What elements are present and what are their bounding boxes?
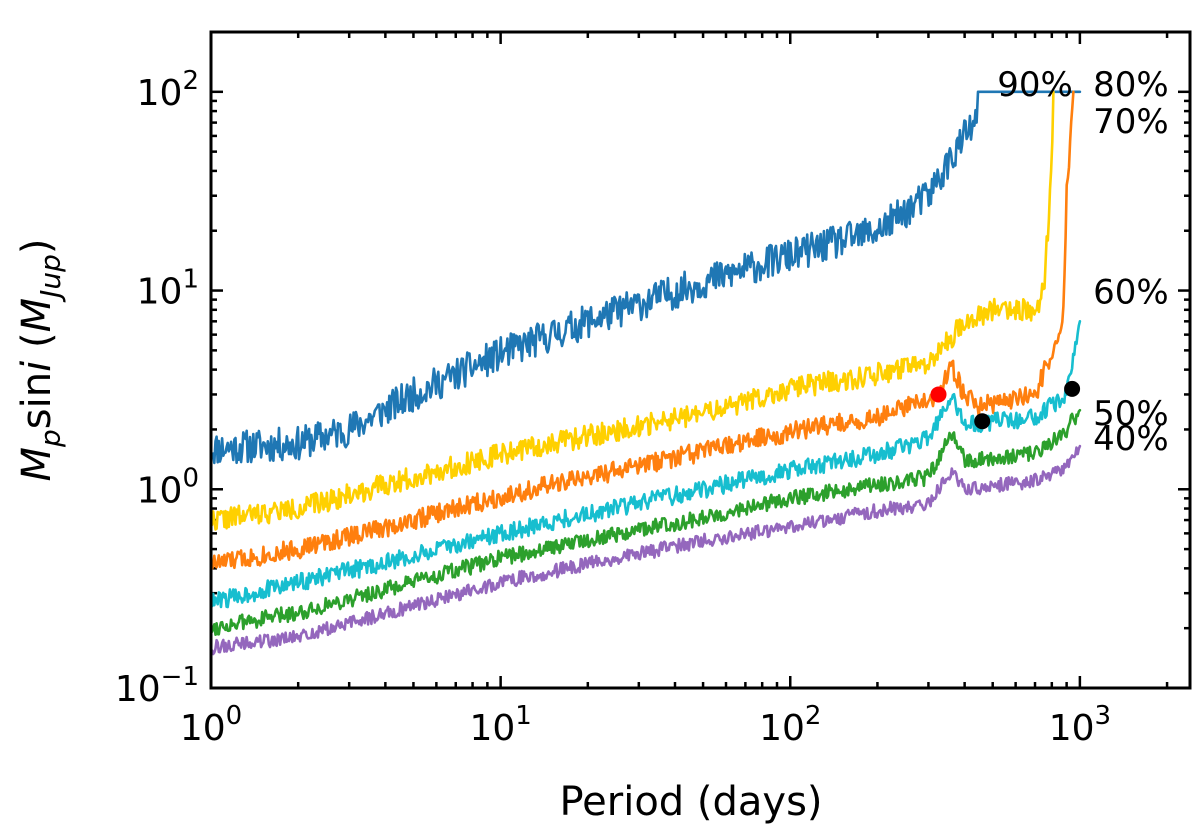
y-axis-label-i: i xyxy=(14,361,60,372)
x-tick-label-exp: 0 xyxy=(226,701,243,731)
x-tick-label-exp: 3 xyxy=(1095,701,1112,731)
planet-points xyxy=(930,380,1081,430)
x-tick-label-base: 10 xyxy=(1049,708,1095,749)
y-tick-label: 101 xyxy=(137,265,199,313)
planet-point xyxy=(974,413,991,430)
series-line-50-percent xyxy=(209,408,1082,636)
y-axis-label-sin: sin xyxy=(14,372,60,429)
planet-point xyxy=(930,386,947,403)
y-tick-label-exp: −1 xyxy=(161,662,199,692)
y-tick-label-base: 10 xyxy=(115,669,161,710)
y-tick-label-base: 10 xyxy=(137,272,183,313)
y-axis-label-paren-open: ( xyxy=(14,332,60,360)
series-label-80-percent: 80% xyxy=(1093,65,1169,105)
plot-frame xyxy=(209,30,1192,690)
x-tick-label-base: 10 xyxy=(469,708,515,749)
y-tick-label-base: 10 xyxy=(137,73,183,114)
series-label-50-percent: 50% xyxy=(1093,394,1169,434)
y-axis-label-p: p xyxy=(34,429,67,448)
series-line-90-percent xyxy=(209,90,1082,465)
planet-point xyxy=(1064,380,1081,397)
series-label-90-percent: 90% xyxy=(997,65,1073,105)
y-tick-label: 102 xyxy=(137,66,199,114)
x-tick-label: 103 xyxy=(1049,701,1111,749)
y-tick-label-exp: 1 xyxy=(182,265,199,295)
series-label-40-percent: 40% xyxy=(1093,419,1169,459)
x-tick-label: 101 xyxy=(469,701,531,749)
x-tick-label-base: 10 xyxy=(180,708,226,749)
series-lines xyxy=(209,90,1082,656)
series-labels: 90% 80%70% 60% 50%40% xyxy=(997,65,1168,459)
y-axis-label-paren-close: ) xyxy=(14,239,60,255)
series-line-40-percent xyxy=(209,444,1082,656)
series-line-60-percent xyxy=(209,320,1082,609)
y-tick-label-exp: 0 xyxy=(182,463,199,493)
series-line-70-percent xyxy=(209,90,1075,571)
x-tick-label: 100 xyxy=(180,701,242,749)
series-line-80-percent xyxy=(209,90,1055,531)
y-tick-label: 100 xyxy=(137,463,199,511)
x-tick-label-base: 10 xyxy=(759,708,805,749)
y-tick-label: 10−1 xyxy=(115,662,199,710)
x-tick-label-exp: 1 xyxy=(515,701,532,731)
y-axis-label-unit: M xyxy=(14,298,60,333)
y-axis-label-jup: Jup xyxy=(34,254,67,303)
x-axis-label: Period (days) xyxy=(559,779,822,825)
series-label-70-percent: 70% xyxy=(1093,102,1169,142)
y-axis-label: Mpsini (MJup) xyxy=(14,239,67,482)
y-axis-label-m: M xyxy=(14,447,60,482)
x-tick-label: 102 xyxy=(759,701,821,749)
series-label-60-percent: 60% xyxy=(1093,273,1169,313)
y-tick-label-base: 10 xyxy=(137,470,183,511)
y-tick-label-exp: 2 xyxy=(182,66,199,96)
x-tick-label-exp: 2 xyxy=(805,701,822,731)
